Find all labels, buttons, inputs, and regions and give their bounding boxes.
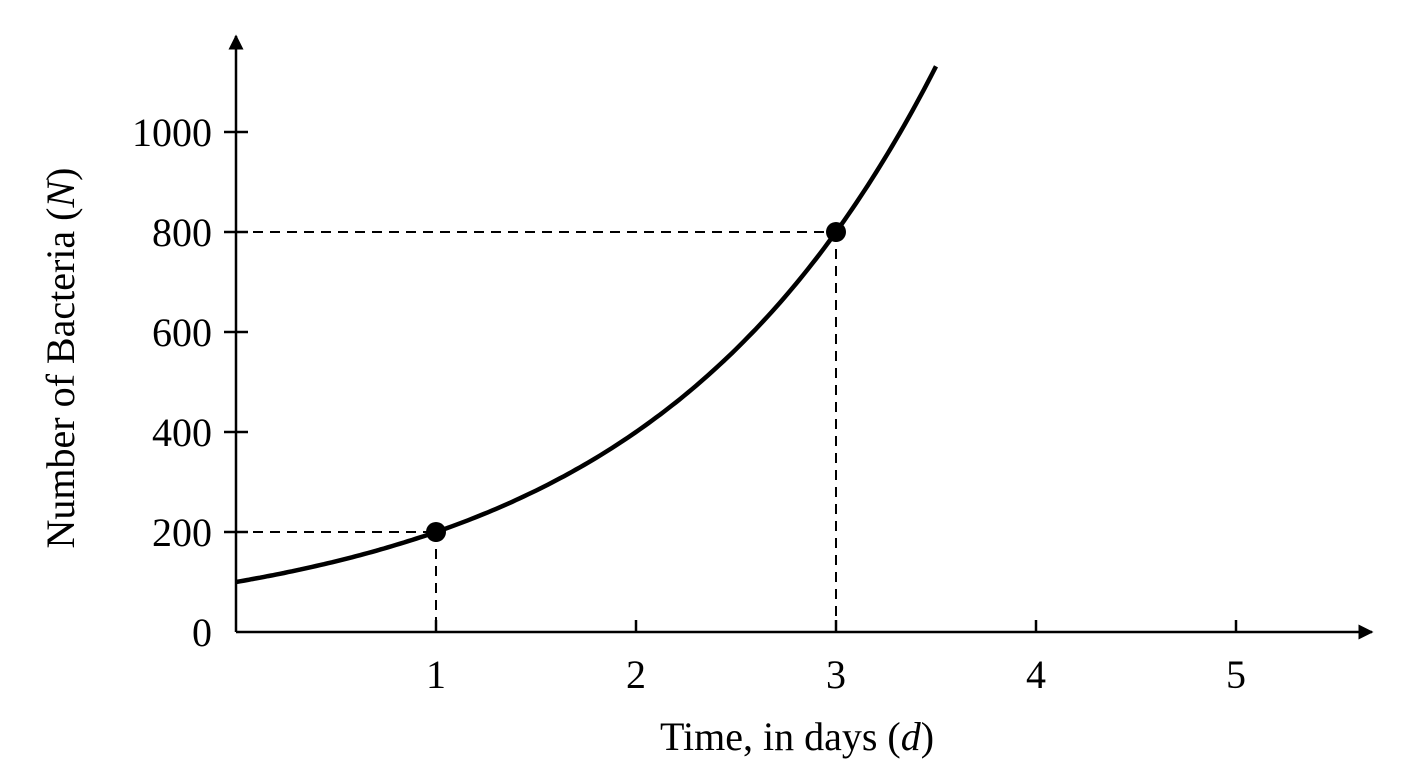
y-tick-label: 200 (152, 510, 212, 555)
x-tick-label: 5 (1226, 652, 1246, 697)
y-tick-label: 1000 (132, 110, 212, 155)
y-axis-label: Number of Bacteria (N) (38, 168, 83, 549)
data-point (826, 222, 846, 242)
plot-area: 1 2 3 4 5 0 200 400 600 800 1000 (132, 34, 1374, 697)
data-point (426, 522, 446, 542)
x-tick-label: 4 (1026, 652, 1046, 697)
y-tick-label: 0 (192, 610, 212, 655)
y-tick-label: 600 (152, 310, 212, 355)
x-tick-label: 3 (826, 652, 846, 697)
series-curve (235, 65, 939, 585)
y-tick-label: 800 (152, 210, 212, 255)
x-tick-label: 1 (426, 652, 446, 697)
x-tick-label: 2 (626, 652, 646, 697)
x-axis-label: Time, in days (d) (660, 714, 934, 759)
y-tick-label: 400 (152, 410, 212, 455)
